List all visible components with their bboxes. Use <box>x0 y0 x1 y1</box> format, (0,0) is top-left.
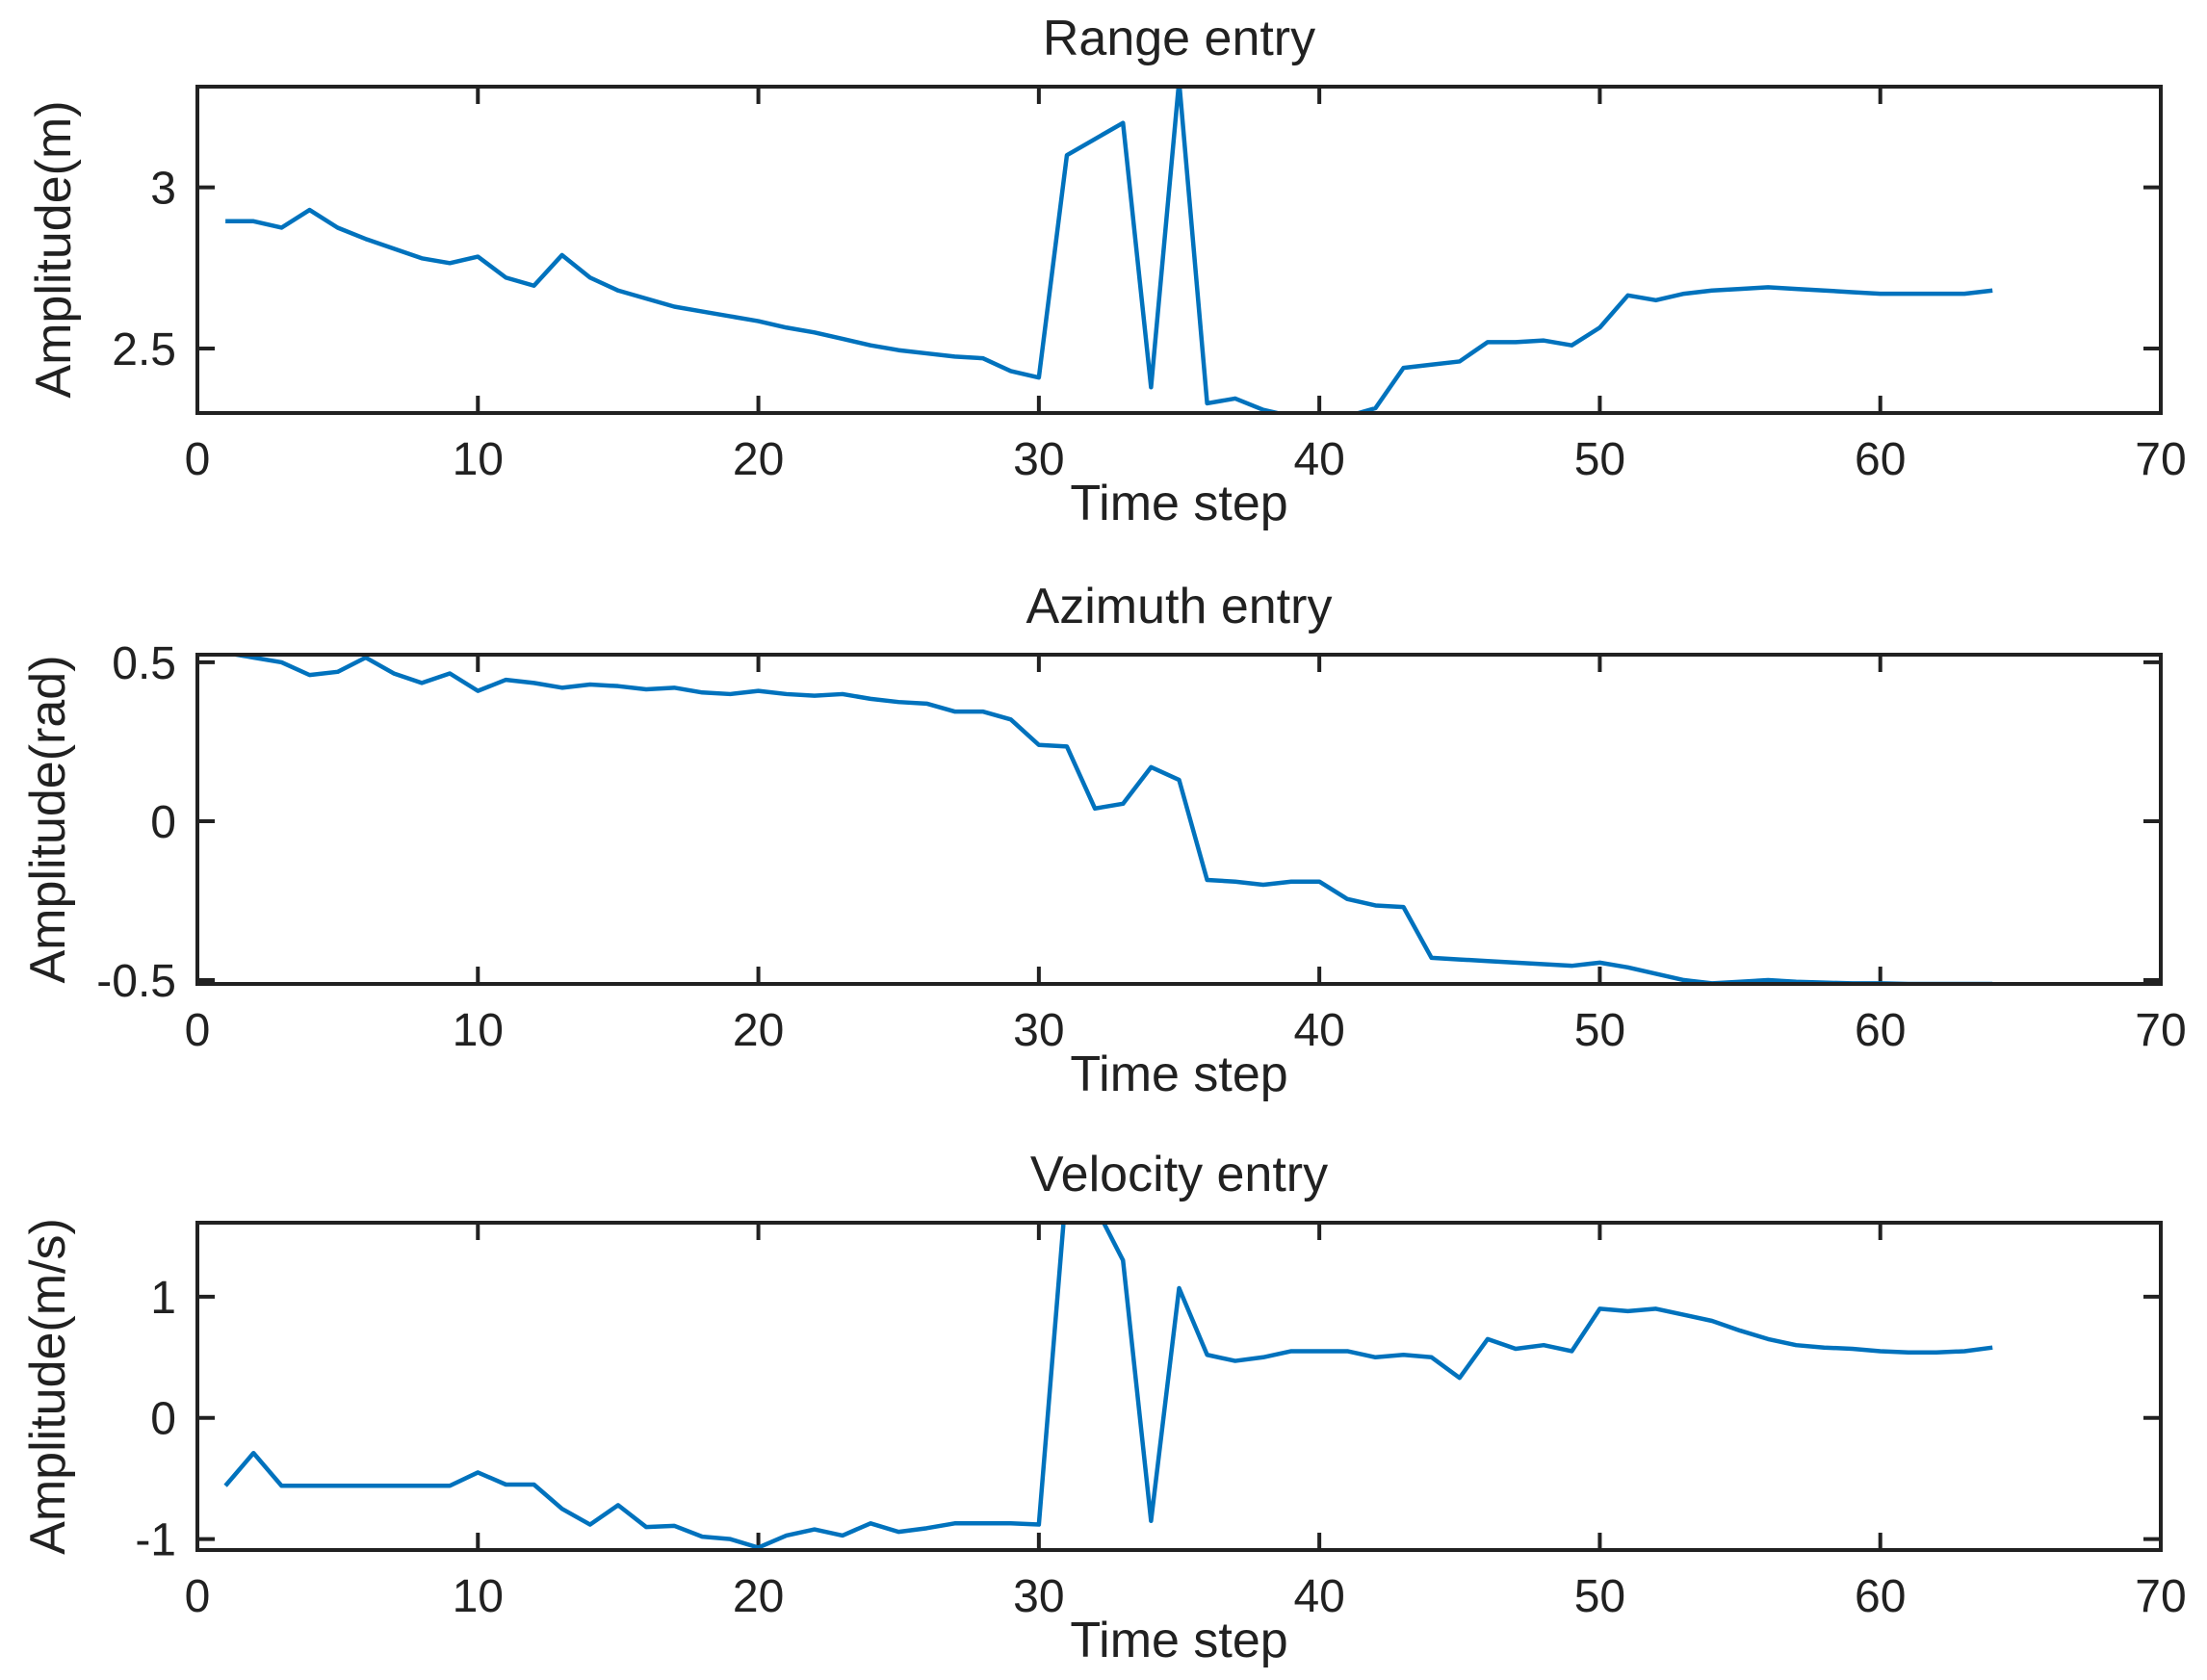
velocity-line <box>223 1223 1993 1550</box>
x-tick-label: 30 <box>1013 434 1064 485</box>
x-tick-label: 20 <box>733 434 784 485</box>
subplot-range: 0 10 20 30 40 50 60 70 2.5 3 <box>112 85 2187 485</box>
range-line <box>225 87 1993 413</box>
y-tick-label: -0.5 <box>96 956 176 1007</box>
plot-box <box>195 1221 2163 1552</box>
x-tick-label: 40 <box>1293 1571 1344 1622</box>
x-tick-label: 40 <box>1293 434 1344 485</box>
y-tick-label: 2.5 <box>112 324 176 375</box>
x-tick-label: 60 <box>1855 1571 1906 1622</box>
y-axis-label-azimuth: Amplitude(rad) <box>20 655 76 984</box>
x-tick-label: 0 <box>185 434 211 485</box>
y-tick-label: 0 <box>150 1394 176 1445</box>
x-tick-label: 70 <box>2135 434 2186 485</box>
y-tick-label: 3 <box>150 164 176 215</box>
y-tick-label: 0.5 <box>112 638 176 689</box>
subplot-velocity: 0 10 20 30 40 50 60 70-101 <box>135 1221 2187 1622</box>
x-tick-label: 50 <box>1574 1005 1625 1056</box>
azimuth-line <box>224 655 1993 984</box>
y-axis-label-range: Amplitude(m) <box>26 100 82 399</box>
x-tick-label: 10 <box>453 1005 504 1056</box>
x-tick-label: 60 <box>1855 1005 1906 1056</box>
x-tick-label: 10 <box>453 434 504 485</box>
x-tick-label: 0 <box>185 1571 211 1622</box>
plot-title-azimuth: Azimuth entry <box>1026 579 1333 634</box>
x-tick-label: 20 <box>733 1005 784 1056</box>
plot-title-velocity: Velocity entry <box>1029 1147 1329 1202</box>
y-axis-label-velocity: Amplitude(m/s) <box>20 1218 76 1555</box>
plot-box <box>195 85 2163 415</box>
x-tick-label: 20 <box>733 1571 784 1622</box>
x-axis-label-velocity: Time step <box>1070 1613 1288 1668</box>
x-axis-label-range: Time step <box>1070 476 1288 531</box>
x-tick-label: 60 <box>1855 434 1906 485</box>
x-tick-label: 10 <box>453 1571 504 1622</box>
x-tick-label: 70 <box>2135 1005 2186 1056</box>
x-tick-label: 40 <box>1293 1005 1344 1056</box>
x-tick-label: 30 <box>1013 1571 1064 1622</box>
x-tick-label: 70 <box>2135 1571 2186 1622</box>
plot-box <box>195 653 2163 986</box>
subplot-azimuth: 0 10 20 30 40 50 60 70-0.500.5 <box>96 638 2186 1056</box>
y-tick-label: 1 <box>150 1273 176 1324</box>
x-tick-label: 30 <box>1013 1005 1064 1056</box>
y-tick-label: 0 <box>150 797 176 848</box>
x-tick-label: 50 <box>1574 434 1625 485</box>
x-axis-label-azimuth: Time step <box>1070 1047 1288 1102</box>
x-tick-label: 0 <box>185 1005 211 1056</box>
y-tick-label: -1 <box>135 1515 176 1566</box>
plot-title-range: Range entry <box>1042 11 1316 66</box>
x-tick-label: 50 <box>1574 1571 1625 1622</box>
